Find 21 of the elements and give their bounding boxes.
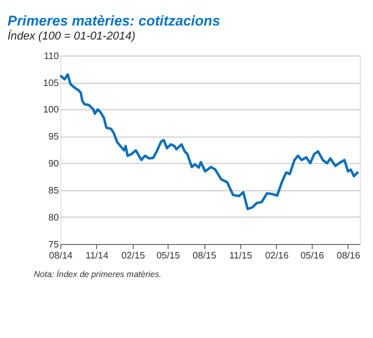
y-tick-label: 80 <box>48 211 59 222</box>
chart-title: Primeres matèries: cotitzacions <box>8 12 220 28</box>
x-tick-label: 11/15 <box>229 250 252 261</box>
y-tick-label: 110 <box>44 50 59 61</box>
x-tick-label: 02/15 <box>121 250 145 261</box>
x-tick-label: 11/14 <box>86 250 108 261</box>
y-tick-label: 95 <box>48 130 59 142</box>
y-tick-label: 90 <box>48 158 59 169</box>
chart-subtitle: Índex (100 = 01-01-2014) <box>8 30 136 43</box>
y-tick-label: 75 <box>48 238 59 250</box>
x-tick-label: 02/16 <box>265 250 289 261</box>
y-tick-label: 85 <box>48 184 59 196</box>
line-series <box>59 73 360 210</box>
x-tick-label: 05/16 <box>300 250 324 261</box>
y-tick-label: 105 <box>43 76 59 88</box>
x-tick-label: 08/16 <box>336 250 360 261</box>
x-tick-label: 05/15 <box>156 250 180 261</box>
y-tick-label: 100 <box>43 104 59 115</box>
x-tick-label: 08/14 <box>48 250 73 261</box>
text: Nota: Índex de primeres matèries. <box>34 268 162 279</box>
x-tick-label: 08/15 <box>192 250 216 261</box>
